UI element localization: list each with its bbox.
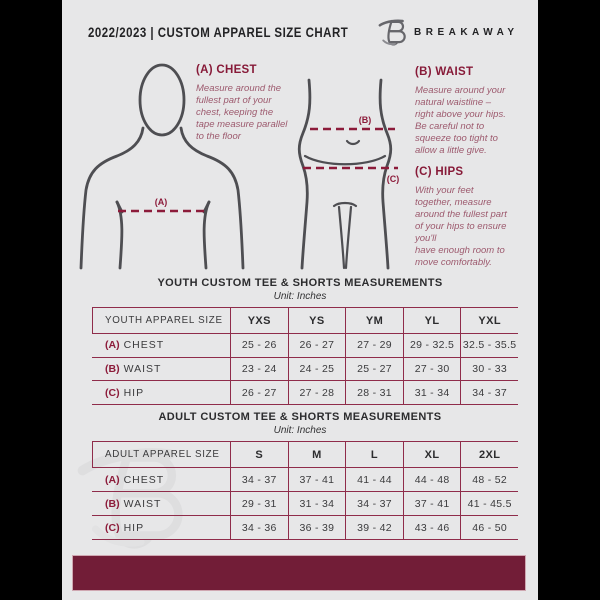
table-header-row: ADULT APPAREL SIZE S M L XL 2XL (92, 442, 518, 467)
chest-instruction: (A) CHEST Measure around the fullest par… (196, 64, 308, 143)
table-row-hip: (C) HIP 26 - 27 27 - 28 28 - 31 31 - 34 3… (92, 380, 518, 405)
hips-instruction: (C) HIPS With your feet together, measur… (415, 166, 533, 269)
measurement-cell: 41 - 44 (345, 468, 403, 491)
row-key: (C) (105, 521, 120, 534)
size-col-header: M (287, 442, 346, 467)
row-label: CHEST (123, 473, 165, 486)
row-key: (B) (105, 363, 120, 376)
measurement-cell: 37 - 41 (287, 468, 346, 491)
table-row-waist: (B) WAIST 29 - 31 31 - 34 34 - 37 37 - 41… (92, 491, 518, 515)
table-corner-label: ADULT APPAREL SIZE (92, 442, 230, 467)
measurement-cell: 46 - 50 (460, 516, 518, 539)
waist-instruction-text: Measure around your natural waistline – … (415, 85, 506, 156)
measurement-cell: 34 - 37 (345, 492, 403, 515)
adult-section-title: ADULT CUSTOM TEE & SHORTS MEASUREMENTS (158, 411, 442, 423)
measurement-cell: 26 - 27 (287, 334, 346, 357)
measurement-cell: 30 - 33 (460, 357, 518, 381)
measurement-cell: 23 - 24 (230, 357, 288, 381)
hips-instruction-text: With your feet together, measure around … (415, 185, 507, 268)
youth-section-unit: Unit: Inches (273, 291, 327, 302)
measurement-cell: 25 - 26 (230, 334, 288, 357)
size-col-header: S (230, 442, 288, 467)
upper-body-figure (79, 63, 245, 270)
chest-instruction-heading: (A) CHEST (196, 64, 257, 76)
measurement-cell: 44 - 48 (402, 468, 461, 491)
measurement-cell: 37 - 41 (402, 492, 461, 515)
size-col-header: 2XL (460, 442, 518, 467)
measurement-cell: 48 - 52 (460, 468, 518, 491)
measurement-cell: 31 - 34 (402, 381, 461, 405)
row-label: WAIST (123, 497, 162, 510)
measurement-cell: 27 - 30 (402, 357, 461, 381)
document-page: 2022/2023 | CUSTOM APPAREL SIZE CHART BR… (62, 0, 538, 600)
waist-line-label: (B) (359, 115, 372, 125)
adult-section-unit: Unit: Inches (273, 425, 327, 436)
row-label: WAIST (123, 363, 162, 376)
measurement-cell: 32.5 - 35.5 (460, 334, 518, 357)
page-title: 2022/2023 | CUSTOM APPAREL SIZE CHART (88, 24, 349, 40)
youth-size-table: YOUTH APPAREL SIZE YXS YS YM YL YXL (A) C… (92, 307, 518, 406)
measurement-diagram: (A) (B) (C) (79, 63, 400, 270)
table-row-chest: (A) CHEST 25 - 26 26 - 27 27 - 29 29 - 32… (92, 333, 518, 357)
row-key: (A) (105, 473, 120, 486)
measurement-cell: 24 - 25 (287, 357, 346, 381)
watermark-b-logo-icon (77, 448, 183, 549)
row-key: (C) (105, 386, 120, 399)
adult-size-table: ADULT APPAREL SIZE S M L XL 2XL (A) CHEST… (92, 441, 518, 540)
lower-body-figure (297, 78, 393, 270)
measurement-cell: 31 - 34 (287, 492, 346, 515)
row-label: HIP (123, 521, 145, 534)
chest-instruction-text: Measure around the fullest part of your … (196, 83, 288, 142)
row-key: (A) (105, 339, 120, 352)
measurement-cell: 29 - 32.5 (402, 334, 461, 357)
row-key: (B) (105, 497, 120, 510)
measurement-cell: 34 - 37 (230, 468, 288, 491)
measurement-cell: 28 - 31 (345, 381, 403, 405)
table-row-hip: (C) HIP 34 - 36 36 - 39 39 - 42 43 - 46 4… (92, 515, 518, 539)
chest-line-label: (A) (155, 197, 168, 207)
measurement-cell: 34 - 37 (460, 381, 518, 405)
table-row-waist: (B) WAIST 23 - 24 24 - 25 25 - 27 27 - 30… (92, 356, 518, 381)
footer-bar (72, 555, 526, 591)
measurement-cell: 36 - 39 (287, 516, 346, 539)
measurement-cell: 29 - 31 (230, 492, 288, 515)
measurement-cell: 39 - 42 (345, 516, 403, 539)
brand-name: BREAKAWAY (414, 27, 519, 38)
table-header-row: YOUTH APPAREL SIZE YXS YS YM YL YXL (92, 308, 518, 333)
hips-line-label: (C) (387, 174, 400, 184)
hips-instruction-heading: (C) HIPS (415, 166, 464, 178)
table-row-chest: (A) CHEST 34 - 37 37 - 41 41 - 44 44 - 48… (92, 467, 518, 491)
waist-instruction: (B) WAIST Measure around your natural wa… (415, 66, 533, 157)
size-col-header: YM (345, 308, 403, 333)
measurement-cell: 26 - 27 (230, 381, 288, 405)
breakaway-b-logo-icon (378, 19, 406, 46)
size-col-header: YS (287, 308, 346, 333)
size-col-header: XL (402, 442, 461, 467)
youth-section-title: YOUTH CUSTOM TEE & SHORTS MEASUREMENTS (157, 277, 443, 289)
size-col-header: YXL (460, 308, 518, 333)
waist-instruction-heading: (B) WAIST (415, 66, 474, 78)
size-col-header: YXS (230, 308, 288, 333)
measurement-cell: 25 - 27 (345, 357, 403, 381)
measurement-cell: 27 - 29 (345, 334, 403, 357)
row-label: HIP (123, 386, 145, 399)
size-col-header: L (345, 442, 403, 467)
row-label: CHEST (123, 339, 165, 352)
measurement-cell: 43 - 46 (402, 516, 461, 539)
measurement-cell: 41 - 45.5 (460, 492, 518, 515)
measurement-cell: 34 - 36 (230, 516, 288, 539)
size-col-header: YL (402, 308, 461, 333)
measurement-cell: 27 - 28 (287, 381, 346, 405)
table-corner-label: YOUTH APPAREL SIZE (92, 308, 230, 333)
